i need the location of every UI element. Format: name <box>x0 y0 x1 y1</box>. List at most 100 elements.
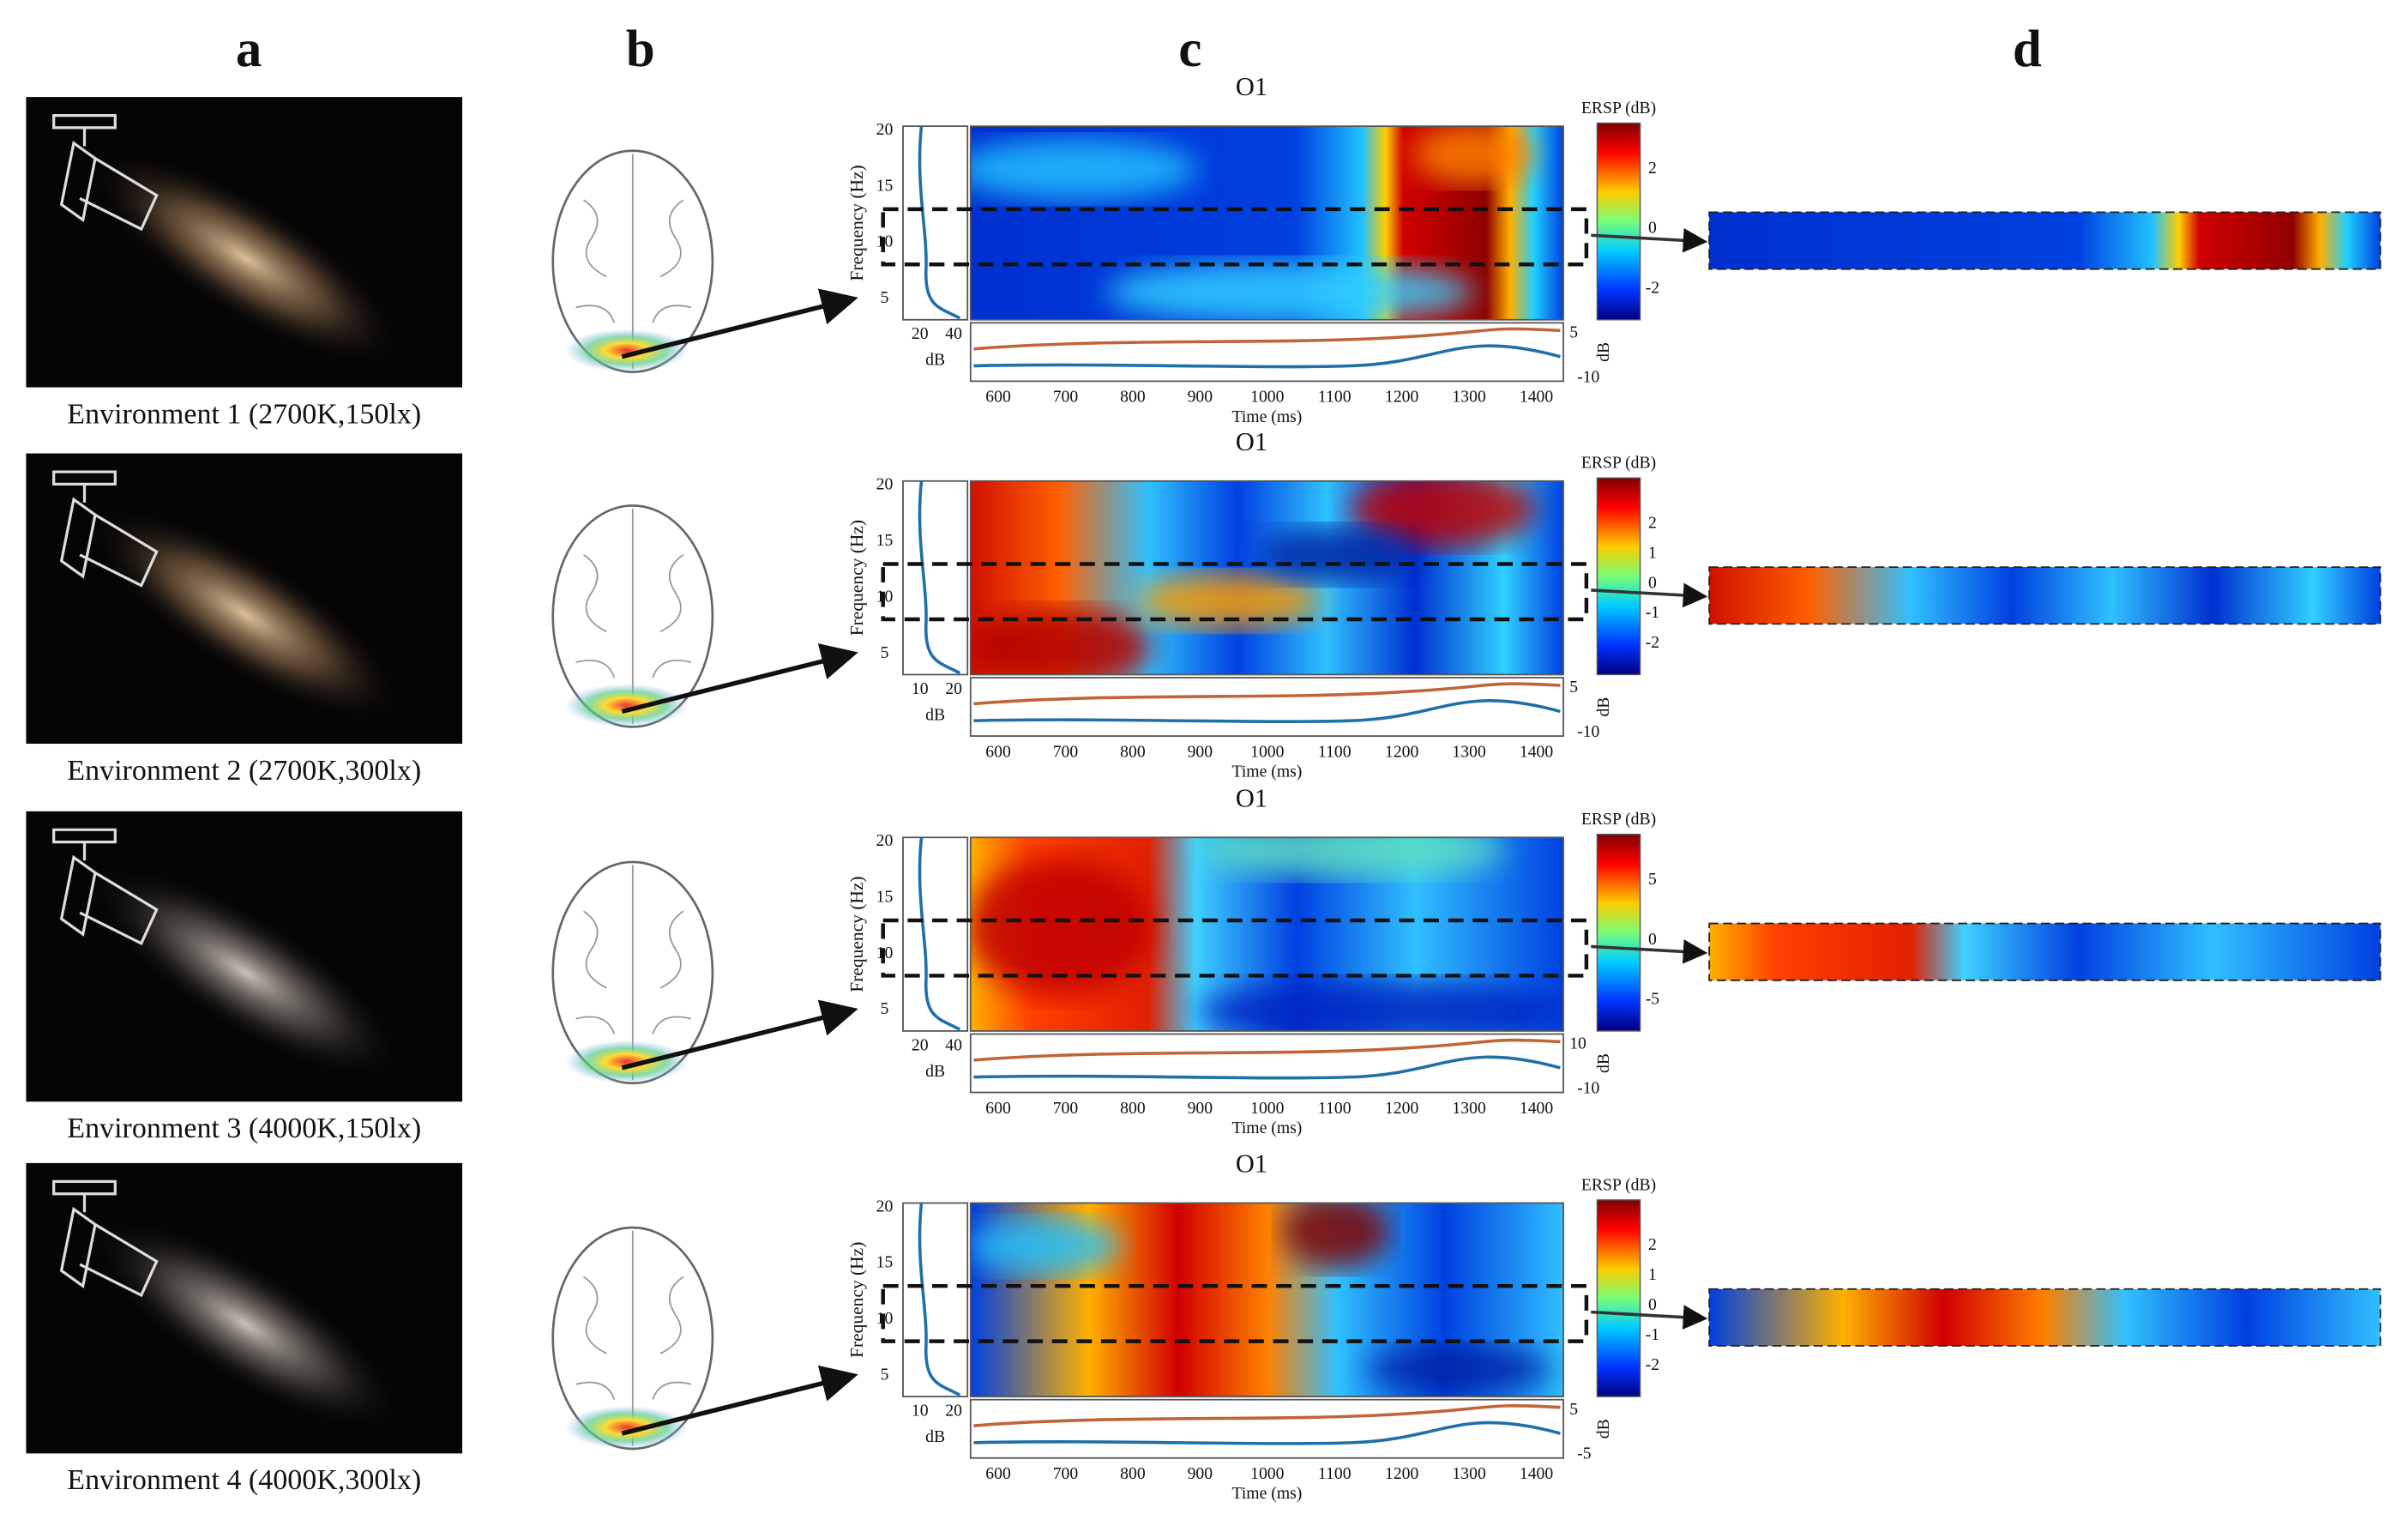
arrow <box>1591 939 1708 964</box>
band-strip-fill <box>1709 1288 2381 1347</box>
bottom-curve-blue <box>973 1420 1561 1445</box>
margin-panel <box>902 1202 969 1398</box>
colorbar <box>1596 122 1641 321</box>
x-tick-label: 700 <box>1053 742 1079 761</box>
margin-curve <box>918 125 961 320</box>
side-unit: dB <box>1594 342 1613 362</box>
side-tick-label: -10 <box>1577 722 1599 741</box>
margin-panel <box>902 125 969 321</box>
lamp-icon <box>52 470 159 588</box>
x-tick-label: 1100 <box>1318 1099 1351 1118</box>
x-tick-label: 1000 <box>1250 1464 1285 1483</box>
band-box <box>881 562 1589 622</box>
colorbar <box>1596 833 1641 1032</box>
heatmap-blob <box>1136 573 1321 629</box>
environment-label: Environment 4 (4000K,300lx) <box>67 1464 421 1496</box>
heatmap-blob <box>1282 1203 1390 1270</box>
x-tick-label: 700 <box>1053 1099 1079 1118</box>
x-tick-label: 800 <box>1120 388 1146 407</box>
panel-label: d <box>2013 21 2042 78</box>
colorbar-title: ERSP (dB) <box>1581 99 1656 118</box>
brain-folds <box>575 509 692 724</box>
x-tick-label: 1100 <box>1318 388 1351 407</box>
heatmap-blob <box>970 1218 1122 1274</box>
colorbar-tick-label: 0 <box>1648 1295 1657 1314</box>
x-tick-label: 1000 <box>1250 388 1285 407</box>
environment-label: Environment 3 (4000K,150lx) <box>67 1113 421 1144</box>
activation <box>565 329 689 372</box>
side-unit: dB <box>1594 697 1613 717</box>
y-tick-label: 20 <box>876 475 894 494</box>
channel-title: O1 <box>1236 427 1267 456</box>
margin-curve <box>918 1203 961 1396</box>
activation <box>565 1040 689 1083</box>
bottom-curve-blue <box>973 344 1561 369</box>
x-axis-label: Time (ms) <box>1231 1119 1302 1137</box>
activation <box>565 1405 689 1450</box>
x-tick-label: 800 <box>1120 1099 1146 1118</box>
band-strip-frame <box>1708 566 2381 625</box>
heatmap-blob <box>1351 480 1536 547</box>
heatmap-frame <box>969 125 1564 321</box>
margin-unit: dB <box>925 351 945 370</box>
arrow <box>621 643 858 715</box>
y-tick-label: 15 <box>876 176 894 195</box>
x-tick-label: 1300 <box>1452 388 1486 407</box>
colorbar <box>1596 1199 1641 1397</box>
side-tick-label: 5 <box>1569 323 1578 341</box>
x-tick-label: 600 <box>985 742 1011 761</box>
lamp-icon <box>52 828 159 946</box>
band-strip-frame <box>1708 922 2381 981</box>
colorbar-tick-label: 1 <box>1648 1265 1657 1284</box>
y-tick-label: 20 <box>876 120 894 139</box>
x-tick-label: 1400 <box>1520 1099 1554 1118</box>
colorbar-tick-label: -2 <box>1646 278 1659 297</box>
x-tick-label: 600 <box>985 388 1011 407</box>
heatmap <box>970 837 1564 1031</box>
colorbar-tick-label: 0 <box>1648 573 1657 592</box>
x-tick-label: 900 <box>1188 1464 1213 1483</box>
environment-label: Environment 1 (2700K,150lx) <box>67 398 421 430</box>
margin-tick-label: 20 <box>912 324 929 343</box>
channel-title: O1 <box>1236 72 1267 101</box>
arrow <box>1591 582 1708 608</box>
side-tick-label: -10 <box>1577 1078 1599 1097</box>
x-tick-label: 1200 <box>1385 1099 1419 1118</box>
margin-tick-label: 20 <box>945 1402 962 1420</box>
brain-folds <box>575 865 692 1081</box>
x-tick-label: 1400 <box>1520 1464 1554 1483</box>
side-tick-label: 5 <box>1569 1400 1578 1419</box>
heatmap-blob <box>970 857 1153 996</box>
band-box <box>881 1283 1589 1343</box>
x-tick-label: 900 <box>1188 388 1213 407</box>
margin-tick-label: 40 <box>945 324 962 343</box>
x-tick-label: 1400 <box>1520 742 1554 761</box>
band-strip-fill <box>1709 567 2381 624</box>
x-axis-label: Time (ms) <box>1231 1484 1302 1503</box>
x-tick-label: 800 <box>1120 742 1146 761</box>
y-tick-label: 20 <box>876 1197 894 1215</box>
x-tick-label: 1000 <box>1250 742 1285 761</box>
panel-label: a <box>236 21 262 78</box>
panel-label: c <box>1178 21 1201 78</box>
y-axis-label: Frequency (Hz) <box>846 520 867 636</box>
bottom-curve-blue <box>973 699 1561 723</box>
arrow <box>621 999 858 1071</box>
environment-label: Environment 2 (2700K,300lx) <box>67 755 421 787</box>
x-tick-label: 900 <box>1188 1099 1213 1118</box>
x-tick-label: 700 <box>1053 1464 1079 1483</box>
light-beam <box>86 863 406 1083</box>
heatmap-frame <box>969 836 1564 1032</box>
arrow <box>1591 1305 1708 1330</box>
heatmap <box>970 126 1564 320</box>
band-strip-fill <box>1709 923 2381 980</box>
margin-tick-label: 20 <box>912 1035 929 1054</box>
heatmap-blob <box>1366 1346 1551 1392</box>
colorbar-tick-label: -5 <box>1646 990 1660 1009</box>
light-beam <box>86 1215 406 1434</box>
heatmap-blob <box>1197 980 1564 1031</box>
heatmap-blob <box>970 138 1198 201</box>
margin-tick-label: 20 <box>945 679 962 698</box>
heatmap <box>970 480 1564 675</box>
